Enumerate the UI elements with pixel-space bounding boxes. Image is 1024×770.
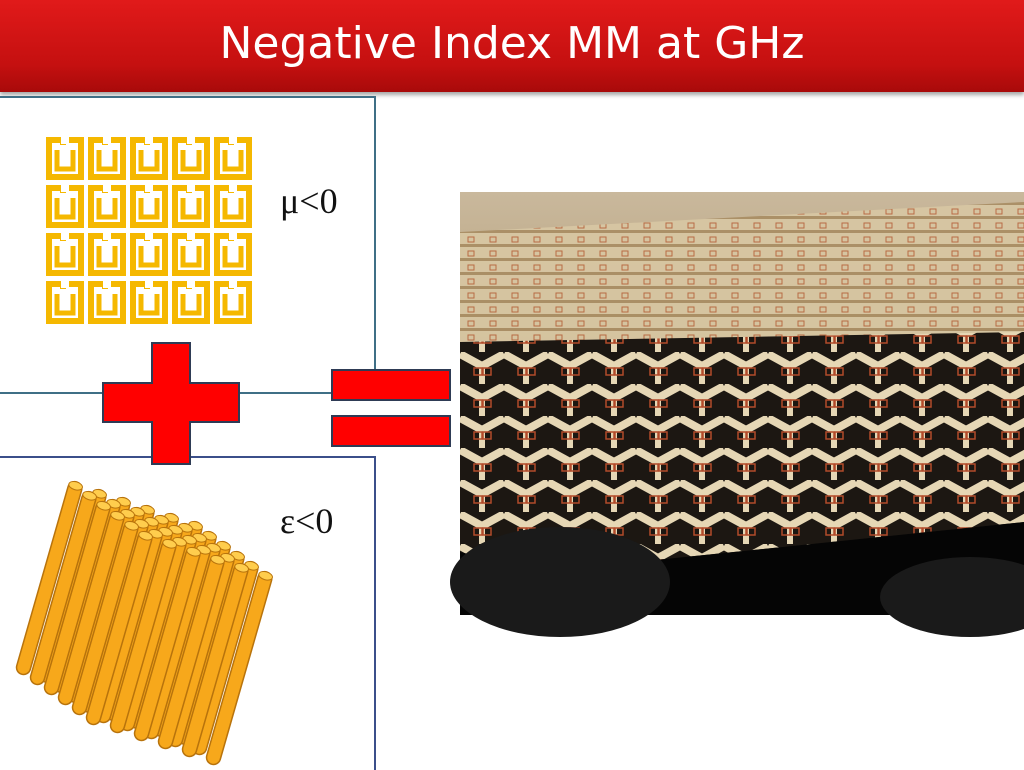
split-ring-cell [46, 137, 84, 180]
split-ring-cell [46, 233, 84, 276]
wire-rod [43, 500, 111, 696]
wire-rod [157, 554, 225, 750]
wire-rod [133, 546, 201, 742]
split-ring-cell [130, 185, 168, 228]
split-ring-cell [214, 281, 252, 324]
split-ring-cell [130, 281, 168, 324]
wire-rod [85, 530, 153, 726]
split-ring-cell [214, 137, 252, 180]
wire-array-illustration [15, 480, 273, 766]
split-ring-cell [172, 185, 210, 228]
wire-rod [57, 510, 125, 706]
split-ring-cell [88, 185, 126, 228]
split-ring-cell [172, 137, 210, 180]
split-ring-cell [88, 233, 126, 276]
split-ring-cell [88, 281, 126, 324]
split-ring-cell [214, 185, 252, 228]
wire-rod [71, 520, 139, 716]
split-ring-cell [130, 137, 168, 180]
epsilon-condition-label: ε<0 [280, 501, 334, 541]
equals-sign [331, 369, 451, 447]
split-ring-cell [46, 281, 84, 324]
split-ring-cell [214, 233, 252, 276]
wire-rod [29, 490, 97, 686]
split-ring-cell [172, 233, 210, 276]
split-ring-cell [172, 281, 210, 324]
split-ring-cell [130, 233, 168, 276]
wire-rod [181, 562, 249, 758]
wire-rod [15, 480, 83, 676]
slide-title: Negative Index MM at GHz [219, 18, 805, 69]
split-ring-cell [88, 137, 126, 180]
split-ring-grid [46, 137, 252, 324]
mu-condition-label: μ<0 [280, 181, 338, 221]
metamaterial-photo [450, 192, 1024, 637]
title-bar: Negative Index MM at GHz [0, 0, 1024, 92]
wire-rod [205, 570, 273, 766]
wire-rod [109, 538, 177, 734]
plus-sign [102, 342, 240, 465]
split-ring-cell [46, 185, 84, 228]
